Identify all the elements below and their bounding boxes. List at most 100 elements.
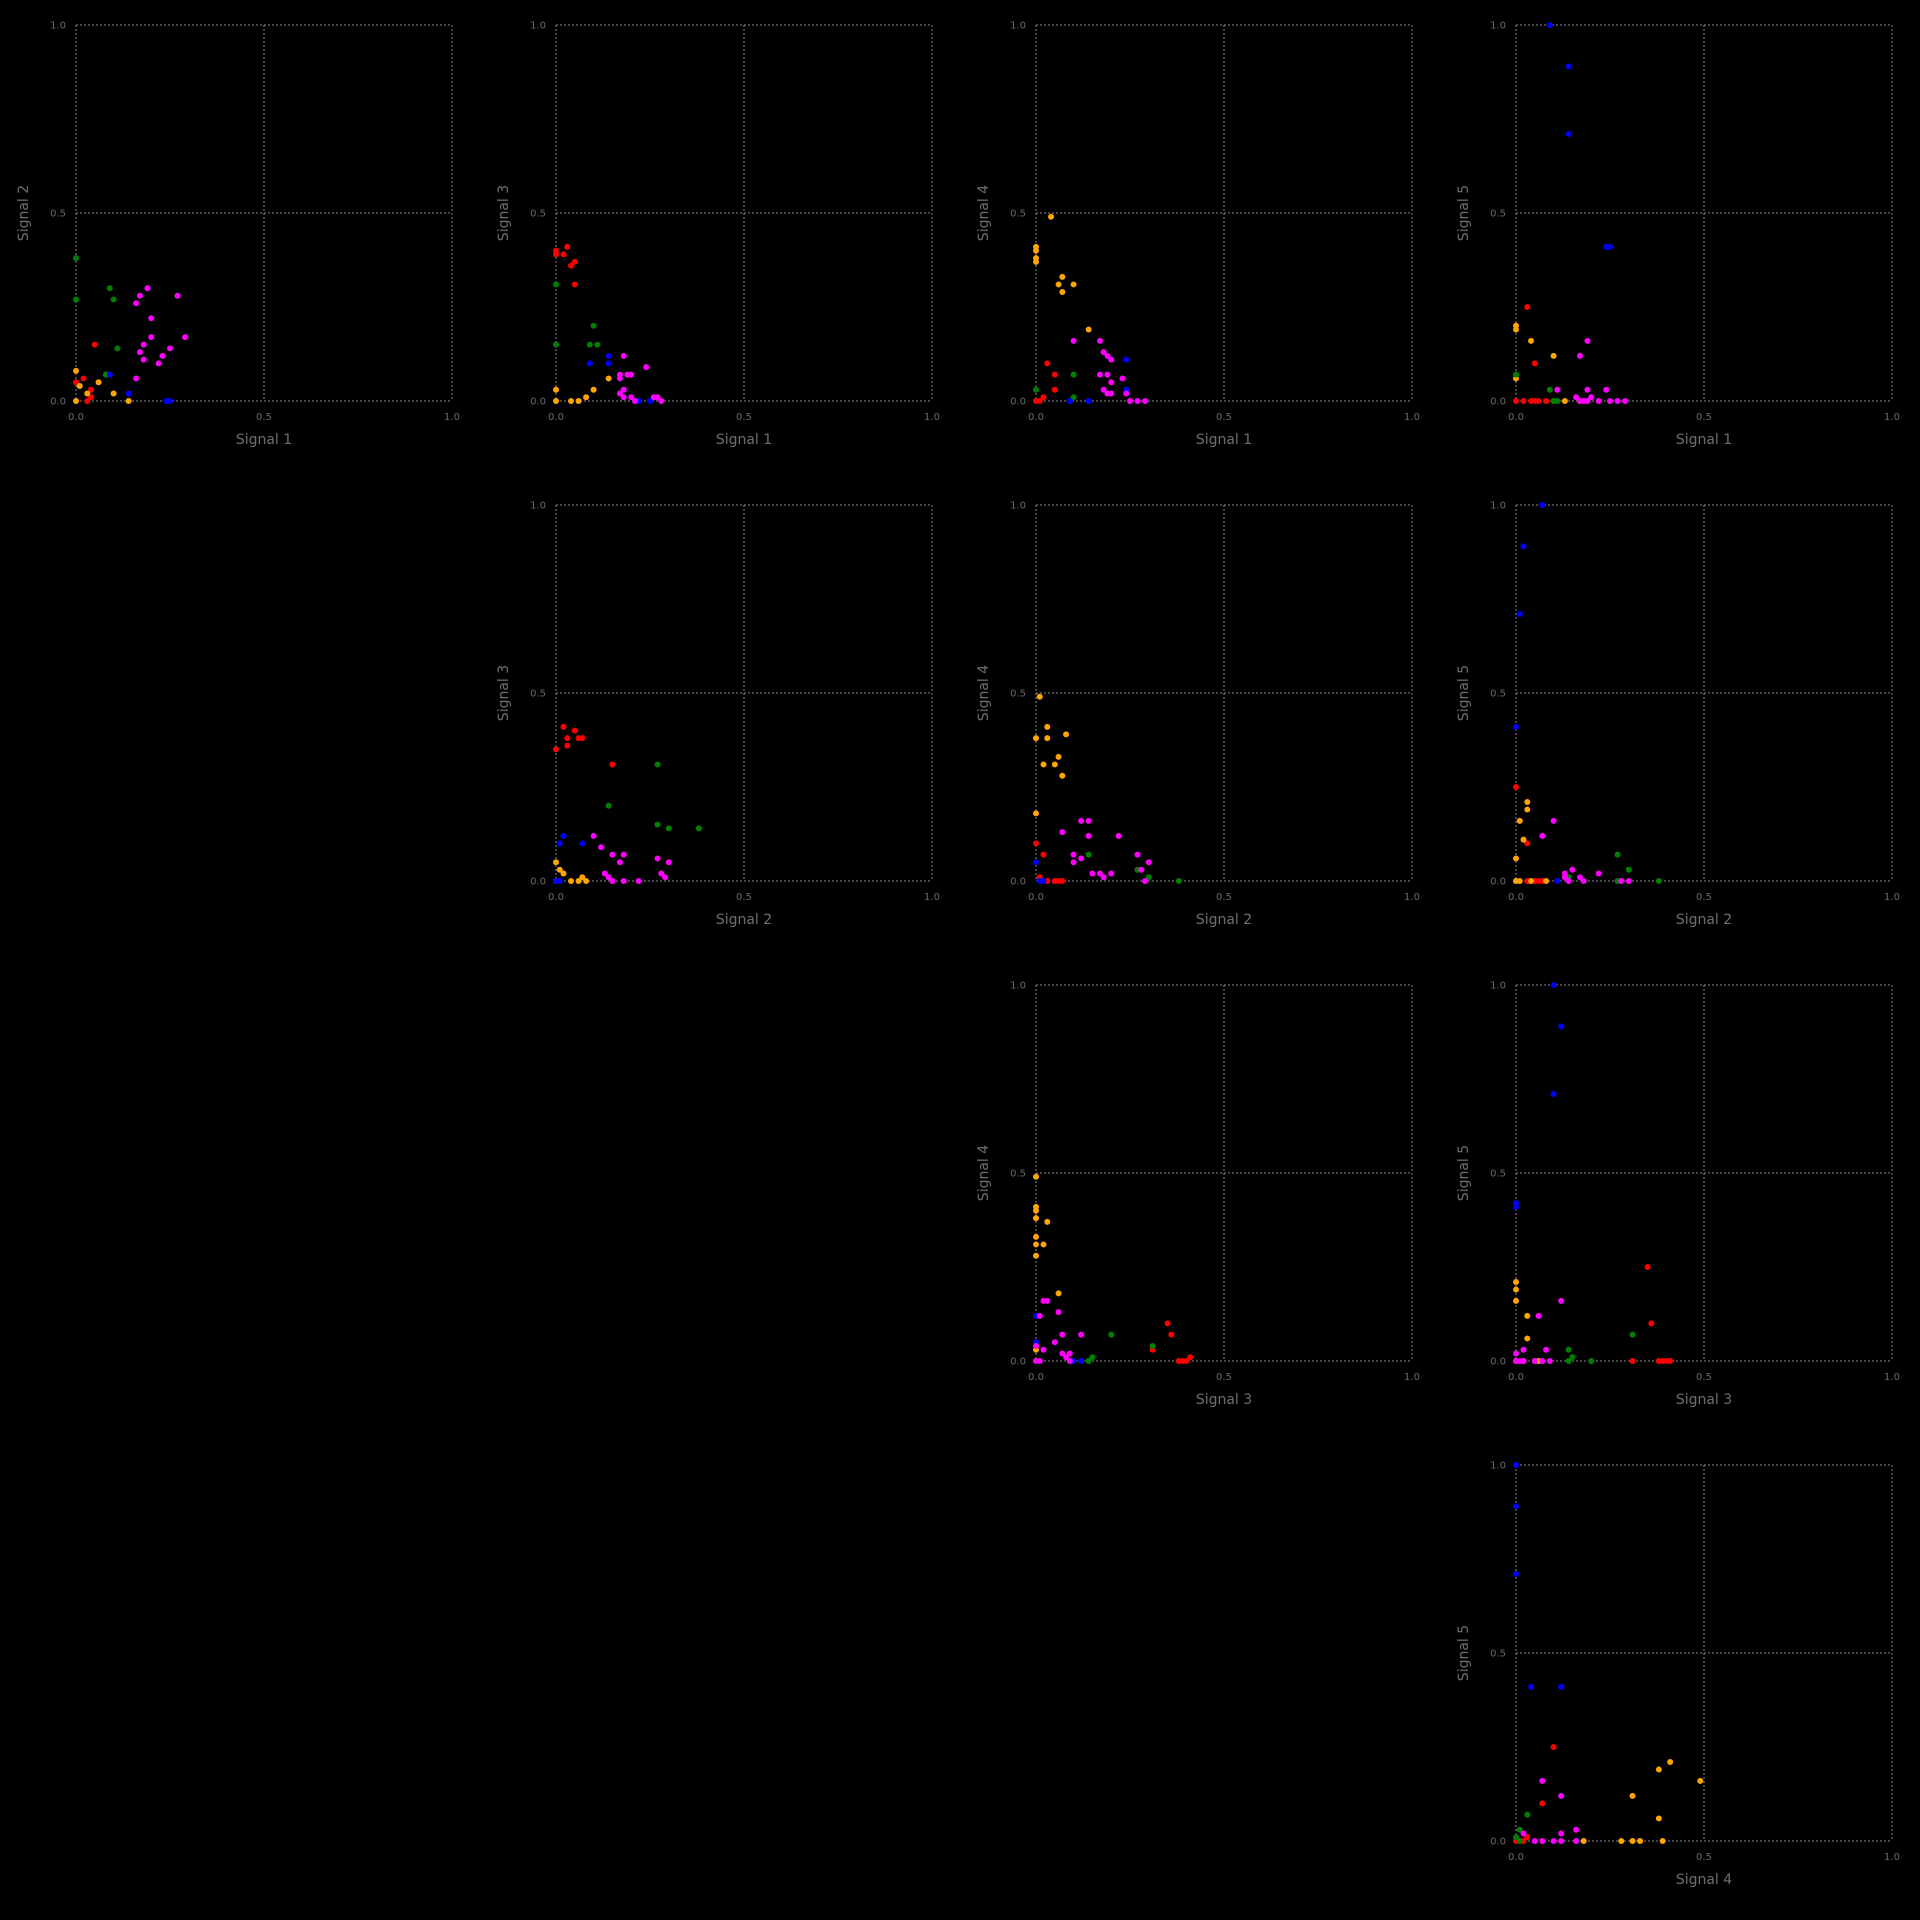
y-tick-label: 0.0 bbox=[50, 397, 66, 408]
scatter-point bbox=[590, 386, 597, 393]
scatter-point bbox=[1108, 390, 1115, 397]
scatter-point bbox=[1569, 1354, 1576, 1361]
scatter-point bbox=[553, 251, 559, 258]
scatter-point bbox=[1100, 874, 1107, 881]
scatter-point bbox=[1524, 1335, 1531, 1342]
scatter-point bbox=[665, 859, 672, 866]
scatter-point bbox=[571, 727, 578, 734]
scatter-point bbox=[1085, 817, 1092, 824]
scatter-point bbox=[1085, 851, 1092, 858]
scatter-point bbox=[579, 840, 586, 847]
scatter-point bbox=[620, 352, 627, 359]
scatter-point bbox=[1078, 1358, 1085, 1364]
y-tick-label: 0.0 bbox=[1490, 1357, 1506, 1368]
scatter-point bbox=[1033, 735, 1039, 742]
scatter-point bbox=[1629, 1358, 1636, 1364]
scatter-panel: 0.00.0 0.5 0.5 1.0 1.0 Signal 3 Signal 4 bbox=[976, 981, 1420, 1409]
scatter-point bbox=[1543, 1346, 1550, 1353]
scatter-point bbox=[1142, 398, 1149, 404]
scatter-point bbox=[1513, 1297, 1519, 1304]
scatter-point bbox=[1531, 1838, 1538, 1844]
scatter-point bbox=[1513, 326, 1519, 333]
scatter-point bbox=[1044, 360, 1051, 367]
scatter-point bbox=[1123, 356, 1130, 363]
scatter-point bbox=[1036, 1312, 1043, 1319]
scatter-point bbox=[1607, 243, 1613, 250]
scatter-point bbox=[1044, 1218, 1051, 1225]
scatter-point bbox=[155, 360, 162, 367]
scatter-point bbox=[1565, 1346, 1572, 1353]
scatter-point bbox=[1603, 386, 1610, 393]
scatter-point bbox=[1550, 1744, 1557, 1750]
x-tick-label: 0.0 bbox=[1028, 892, 1044, 903]
scatter-point bbox=[133, 300, 140, 307]
scatter-point bbox=[560, 723, 567, 730]
scatter-point bbox=[1070, 859, 1077, 866]
scatter-point bbox=[575, 398, 582, 404]
scatter-point bbox=[1637, 1838, 1644, 1844]
scatter-point bbox=[609, 878, 616, 884]
y-tick-label: 0.5 bbox=[1010, 209, 1026, 220]
scatter-point bbox=[620, 386, 627, 393]
scatter-point bbox=[624, 371, 631, 378]
x-axis-title: Signal 4 bbox=[1676, 1872, 1732, 1888]
scatter-point bbox=[1565, 1358, 1572, 1364]
scatter-point bbox=[1625, 878, 1632, 884]
scatter-point bbox=[1044, 723, 1051, 730]
y-tick-label: 1.0 bbox=[1010, 981, 1026, 992]
scatter-point bbox=[1104, 352, 1111, 359]
x-tick-label: 0.5 bbox=[1216, 1372, 1232, 1383]
scatter-point bbox=[1513, 1358, 1519, 1364]
x-tick-label: 0.0 bbox=[548, 412, 564, 423]
scatter-point bbox=[1618, 1838, 1625, 1844]
y-tick-label: 0.0 bbox=[1490, 397, 1506, 408]
x-tick-label: 0.0 bbox=[1508, 1372, 1524, 1383]
scatter-point bbox=[1040, 1346, 1047, 1353]
x-tick-label: 0.5 bbox=[1216, 412, 1232, 423]
scatter-point bbox=[1066, 1350, 1073, 1357]
scatter-point bbox=[1096, 337, 1103, 344]
scatter-point bbox=[106, 371, 113, 378]
scatter-point bbox=[133, 375, 140, 382]
scatter-point bbox=[1063, 731, 1070, 738]
scatter-point bbox=[1040, 761, 1047, 768]
x-tick-label: 1.0 bbox=[1404, 1372, 1420, 1383]
scatter-point bbox=[556, 866, 563, 873]
x-tick-label: 0.0 bbox=[1028, 412, 1044, 423]
scatter-point bbox=[91, 341, 98, 348]
scatter-point bbox=[1033, 1215, 1039, 1222]
scatter-point bbox=[553, 859, 559, 866]
scatter-point bbox=[1175, 878, 1182, 884]
scatter-point bbox=[1573, 1826, 1580, 1833]
scatter-point bbox=[571, 281, 578, 288]
scatter-point bbox=[564, 735, 571, 742]
scatter-point bbox=[1033, 1358, 1039, 1364]
scatter-point bbox=[605, 360, 612, 367]
y-axis-title: Signal 3 bbox=[496, 665, 512, 721]
y-tick-label: 1.0 bbox=[1490, 981, 1506, 992]
scatter-point bbox=[1539, 1358, 1546, 1364]
scatter-point bbox=[556, 840, 563, 847]
scatter-point bbox=[1036, 398, 1043, 404]
y-tick-label: 1.0 bbox=[1010, 21, 1026, 32]
y-axis-title: Signal 4 bbox=[976, 665, 992, 721]
scatter-point bbox=[1059, 878, 1066, 884]
scatter-point bbox=[1543, 878, 1550, 884]
scatter-point bbox=[1531, 1358, 1538, 1364]
x-tick-label: 1.0 bbox=[1884, 1852, 1900, 1863]
scatter-point bbox=[628, 394, 635, 401]
scatter-point bbox=[1145, 859, 1152, 866]
scatter-point bbox=[1183, 1358, 1190, 1364]
scatter-point bbox=[1134, 851, 1141, 858]
scatter-point bbox=[84, 398, 91, 404]
scatter-point bbox=[1528, 878, 1535, 884]
scatter-point bbox=[1655, 878, 1662, 884]
y-axis-title: Signal 4 bbox=[976, 1145, 992, 1201]
y-tick-label: 0.5 bbox=[1010, 689, 1026, 700]
scatter-point bbox=[1033, 386, 1039, 393]
x-axis-title: Signal 1 bbox=[1196, 432, 1252, 448]
scatter-point bbox=[571, 258, 578, 265]
scatter-point bbox=[1550, 352, 1557, 359]
scatter-point bbox=[140, 356, 147, 363]
scatter-point bbox=[1070, 281, 1077, 288]
